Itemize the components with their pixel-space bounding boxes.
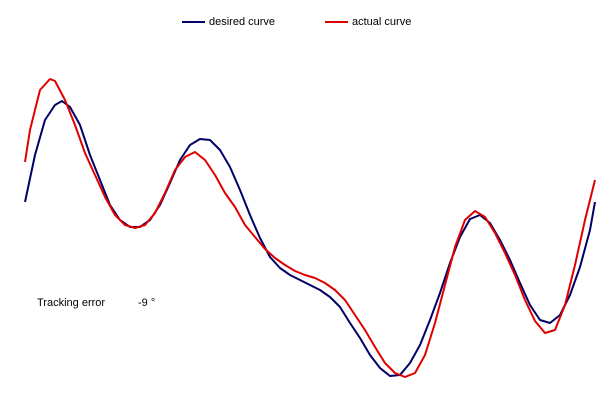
tracking-error-value: -9 ° [138,297,155,309]
tracking-error-label: Tracking error [37,297,105,309]
legend-label: actual curve [352,16,411,28]
data-line [24,100,596,377]
legend-label: desired curve [209,16,275,28]
data-line [24,78,596,378]
